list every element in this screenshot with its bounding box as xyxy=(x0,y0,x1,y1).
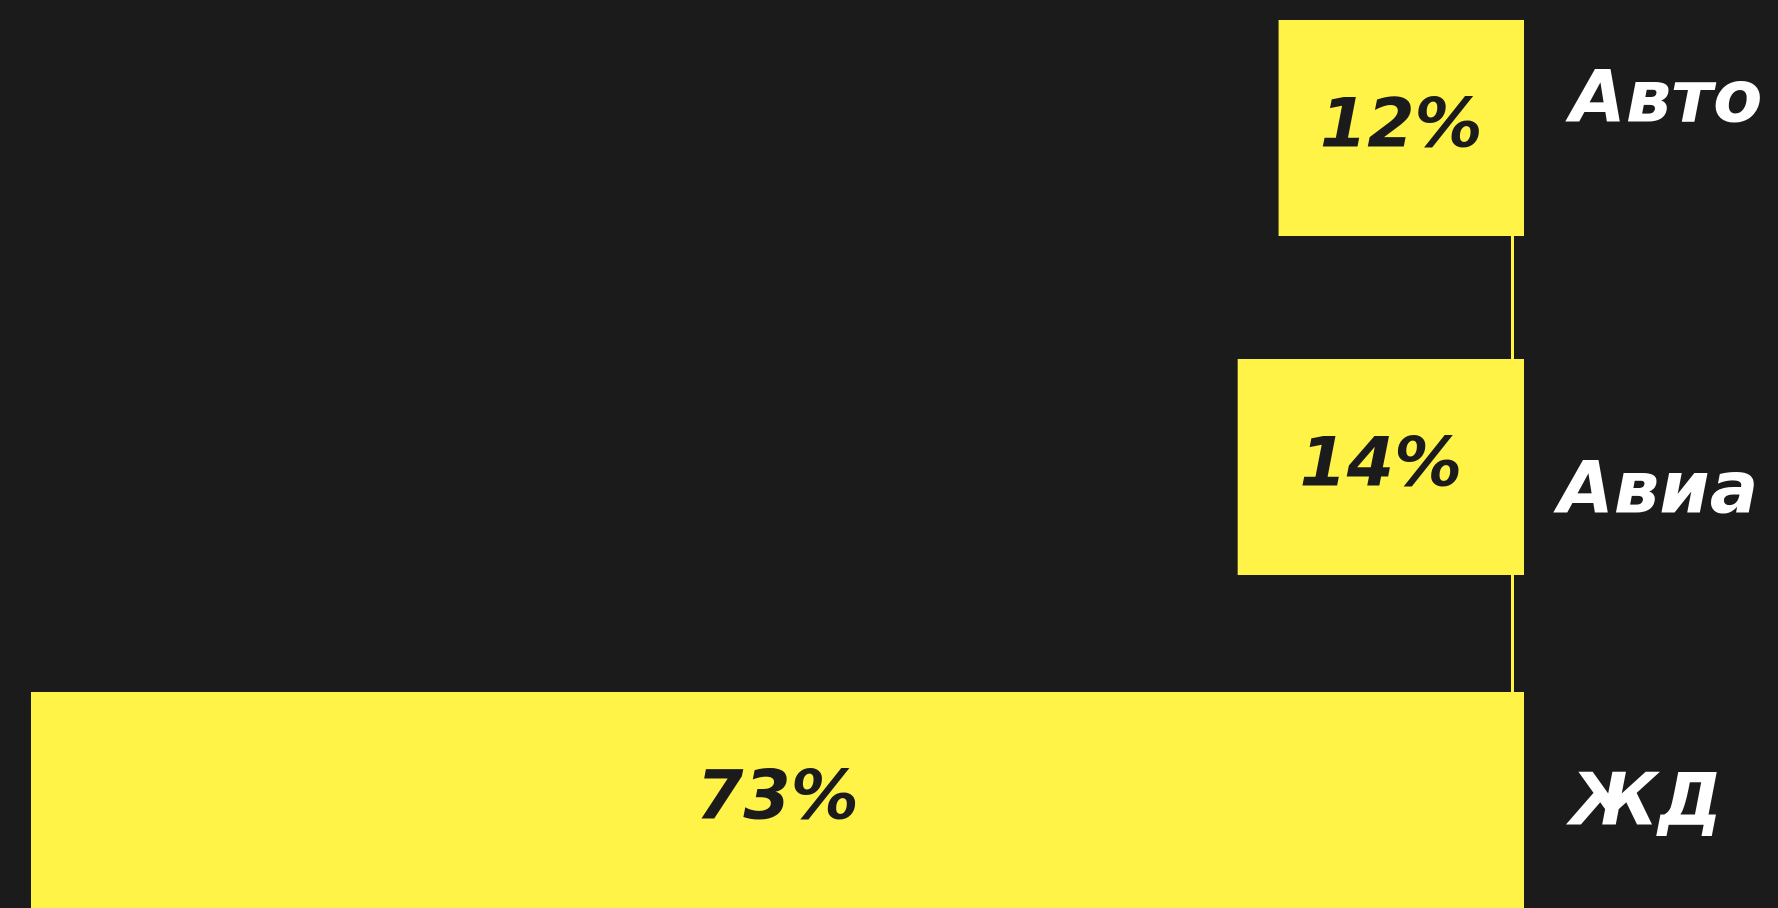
connector xyxy=(1511,575,1514,692)
value-label: 73% xyxy=(696,757,859,836)
connector xyxy=(1511,236,1514,359)
category-label: ЖД xyxy=(1565,758,1722,842)
bar xyxy=(1278,20,1524,236)
bar xyxy=(31,692,1524,908)
value-label: 14% xyxy=(1299,424,1462,503)
category-label: Авто xyxy=(1565,55,1762,139)
value-label: 12% xyxy=(1320,85,1483,164)
bar xyxy=(1237,359,1524,575)
category-label: Авиа xyxy=(1553,446,1758,530)
